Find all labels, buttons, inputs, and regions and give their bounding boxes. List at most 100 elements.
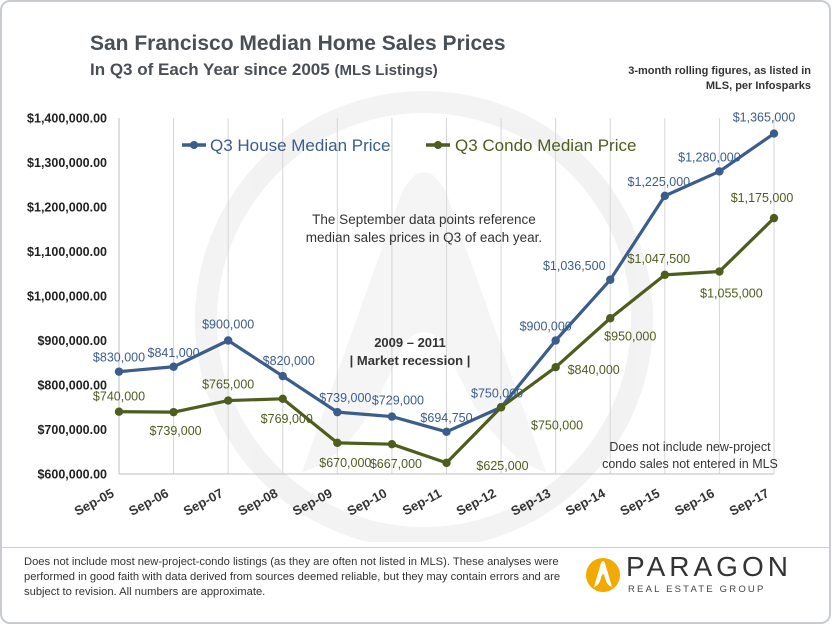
house-data-label: $694,750 bbox=[420, 411, 472, 425]
x-tick-label: Sep-17 bbox=[727, 485, 772, 518]
x-tick-label: Sep-08 bbox=[235, 485, 280, 518]
condo-data-point bbox=[715, 267, 724, 276]
house-data-point bbox=[660, 191, 670, 201]
subtitle-main: In Q3 of Each Year since 2005 bbox=[90, 60, 330, 79]
condo-note-line1: Does not include new-project bbox=[609, 440, 771, 454]
house-data-label: $1,036,500 bbox=[543, 259, 606, 273]
y-tick-label: $900,000.00 bbox=[37, 334, 107, 348]
x-tick-label: Sep-15 bbox=[618, 485, 663, 518]
house-data-point bbox=[769, 129, 779, 138]
condo-data-point bbox=[496, 403, 506, 412]
condo-data-point bbox=[660, 270, 670, 280]
watermark-logo bbox=[195, 91, 653, 542]
house-data-point bbox=[442, 427, 451, 437]
y-tick-label: $1,200,000.00 bbox=[27, 201, 107, 215]
legend-condo-marker bbox=[434, 141, 442, 149]
y-tick-label: $700,000.00 bbox=[37, 423, 107, 437]
condo-data-label: $670,000 bbox=[319, 456, 371, 470]
chart-title: San Francisco Median Home Sales Prices bbox=[90, 32, 506, 55]
x-tick-label: Sep-06 bbox=[126, 485, 171, 518]
house-data-label: $900,000 bbox=[202, 318, 254, 332]
legend-house-label: Q3 House Median Price bbox=[210, 136, 390, 155]
condo-data-point bbox=[223, 396, 233, 405]
condo-data-label: $765,000 bbox=[202, 378, 254, 392]
legend: Q3 House Median Price Q3 Condo Median Pr… bbox=[182, 136, 636, 155]
grid-lines bbox=[118, 118, 775, 475]
x-tick-label: Sep-12 bbox=[454, 485, 499, 518]
house-data-label: $820,000 bbox=[263, 354, 315, 368]
center-note-line2: median sales prices in Q3 of each year. bbox=[306, 230, 542, 245]
legend-house-marker bbox=[190, 141, 198, 149]
y-tick-label: $1,400,000.00 bbox=[27, 112, 107, 126]
x-tick-label: Sep-07 bbox=[181, 485, 226, 518]
condo-data-point bbox=[442, 458, 451, 468]
series-lines bbox=[114, 129, 779, 468]
condo-data-label: $1,055,000 bbox=[700, 287, 763, 301]
condo-data-point bbox=[114, 407, 124, 416]
y-tick-label: $1,000,000.00 bbox=[27, 290, 107, 304]
house-data-label: $1,225,000 bbox=[628, 175, 691, 189]
condo-data-label: $667,000 bbox=[370, 457, 422, 471]
legend-condo-label: Q3 Condo Median Price bbox=[455, 136, 636, 155]
condo-data-point bbox=[769, 213, 779, 223]
condo-data-label: $950,000 bbox=[604, 329, 656, 343]
rolling-figures-note: 3-month rolling figures, as listed in ML… bbox=[628, 65, 811, 92]
condo-data-label: $739,000 bbox=[150, 424, 202, 438]
house-data-label: $900,000 bbox=[520, 320, 572, 334]
x-tick-label: Sep-11 bbox=[400, 485, 444, 518]
condo-data-point bbox=[387, 439, 397, 449]
house-data-point bbox=[606, 275, 615, 284]
y-tick-label: $1,300,000.00 bbox=[27, 156, 107, 170]
house-data-point bbox=[551, 336, 560, 345]
condo-data-label: $750,000 bbox=[531, 418, 583, 432]
house-data-label: $750,000 bbox=[471, 386, 523, 400]
condo-data-label: $740,000 bbox=[93, 390, 145, 404]
condo-data-point bbox=[551, 363, 560, 372]
chart-subtitle: In Q3 of Each Year since 2005 (MLS Listi… bbox=[90, 60, 438, 80]
house-data-label: $1,280,000 bbox=[678, 150, 741, 164]
house-data-label: $729,000 bbox=[372, 394, 424, 408]
recession-note-line1: 2009 – 2011 bbox=[374, 335, 446, 350]
condo-note-line2: condo sales not entered in MLS bbox=[602, 457, 778, 471]
paragon-logo: PARAGON REAL ESTATE GROUP bbox=[584, 551, 824, 603]
logo-name: PARAGON bbox=[626, 551, 792, 582]
house-data-point bbox=[387, 412, 397, 421]
condo-data-label: $1,175,000 bbox=[731, 191, 794, 205]
recession-note-line2: | Market recession | bbox=[350, 353, 471, 368]
y-axis: $600,000.00 $700,000.00 $800,000.00 $900,00… bbox=[27, 112, 107, 482]
y-tick-label: $600,000.00 bbox=[37, 468, 107, 482]
logo-subtitle: REAL ESTATE GROUP bbox=[628, 584, 766, 595]
x-tick-label: Sep-10 bbox=[345, 485, 390, 518]
y-tick-label: $1,100,000.00 bbox=[27, 245, 107, 259]
condo-data-label: $625,000 bbox=[476, 459, 528, 473]
house-data-point bbox=[169, 362, 178, 371]
x-tick-label: Sep-16 bbox=[672, 485, 717, 518]
condo-data-point bbox=[333, 438, 342, 448]
data-labels: $830,000 $841,000$900,000$820,000$739,000… bbox=[93, 111, 795, 473]
house-data-point bbox=[114, 367, 124, 376]
x-tick-label: Sep-05 bbox=[72, 485, 117, 518]
footer-divider bbox=[2, 547, 829, 548]
house-data-point bbox=[223, 336, 233, 345]
house-data-label: $739,000 bbox=[319, 391, 371, 405]
paragon-logo-icon bbox=[586, 558, 620, 592]
condo-data-point bbox=[169, 407, 178, 417]
house-data-label: $1,365,000 bbox=[733, 111, 796, 125]
center-note-line1: The September data points reference bbox=[312, 212, 536, 227]
x-axis: Sep-05 Sep-06 Sep-07 Sep-08 Sep-09 Sep-10 Sep-… bbox=[72, 485, 772, 519]
house-data-label: $841,000 bbox=[148, 346, 200, 360]
condo-data-label: $1,047,500 bbox=[628, 252, 691, 266]
subtitle-paren: (MLS Listings) bbox=[334, 62, 438, 79]
condo-data-point bbox=[278, 394, 287, 403]
house-data-label: $830,000 bbox=[93, 351, 145, 365]
house-data-point bbox=[333, 407, 342, 417]
condo-data-point bbox=[606, 314, 615, 323]
y-tick-label: $800,000.00 bbox=[37, 379, 107, 393]
condo-data-label: $840,000 bbox=[568, 363, 620, 377]
condo-data-label: $769,000 bbox=[261, 412, 313, 426]
house-data-point bbox=[715, 167, 724, 176]
line-chart: $600,000.00 $700,000.00 $800,000.00 $900,00… bbox=[27, 91, 795, 542]
footer-disclaimer: Does not include most new-project-condo … bbox=[24, 556, 561, 598]
house-data-point bbox=[278, 371, 287, 381]
